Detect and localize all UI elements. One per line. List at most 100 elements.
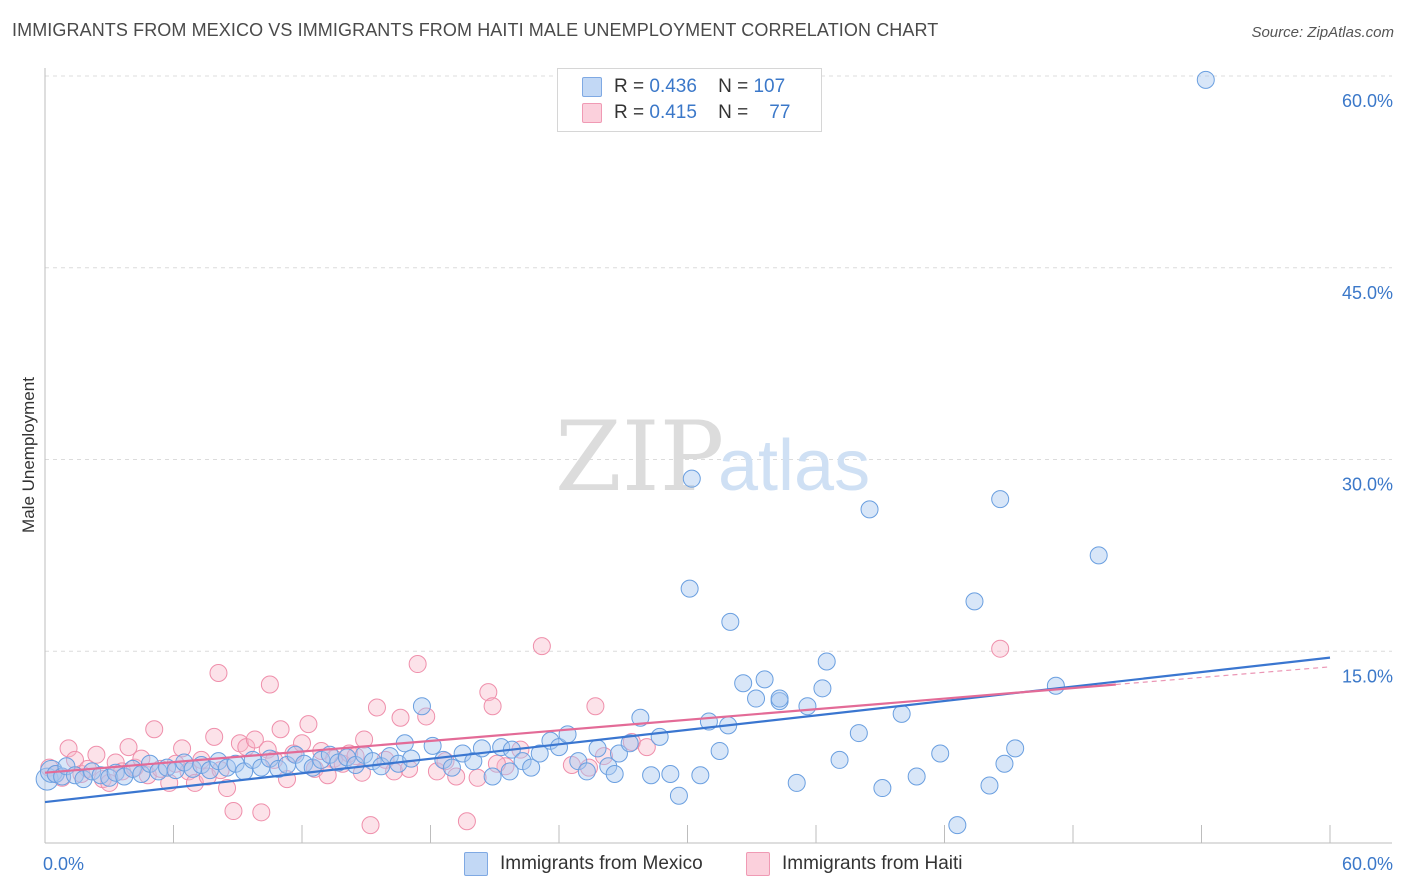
legend-n-label: N = (718, 76, 749, 97)
mexico-point (442, 758, 461, 777)
gridlines (45, 75, 1392, 652)
mexico-point (412, 697, 431, 716)
mexico-point (312, 750, 331, 769)
mexico-point (650, 727, 669, 746)
haiti-point (245, 730, 264, 749)
legend-item-haiti: Immigrants from Haiti (746, 851, 963, 877)
mexico-point (218, 758, 237, 777)
haiti-point (218, 779, 237, 798)
mexico-point (798, 697, 817, 716)
legend-r-label: R = (614, 76, 645, 97)
legend-r-value: 0.415 (649, 102, 697, 123)
mexico-point (329, 753, 348, 772)
legend-label-mexico: Immigrants from Mexico (500, 853, 703, 874)
haiti-point (119, 738, 138, 757)
mexico-point (1196, 70, 1215, 89)
mexico-point (747, 689, 766, 708)
mexico-point (669, 786, 688, 805)
haiti-point (468, 768, 487, 787)
mexico-point (522, 758, 541, 777)
x-tick-label: 0.0% (43, 854, 84, 874)
mexico-point (849, 724, 868, 743)
haiti-point (367, 698, 386, 717)
mexico-point (892, 704, 911, 723)
watermark-zip: ZIP (555, 401, 724, 513)
legend-n-value: 107 (753, 76, 786, 97)
haiti-point (252, 803, 271, 822)
mexico-point (948, 816, 967, 835)
x-tick-label: 60.0% (1342, 854, 1393, 874)
legend-n-value: 77 (769, 102, 791, 123)
haiti-point (355, 730, 374, 749)
mexico-point (721, 612, 740, 631)
trend-lines (44, 656, 1331, 804)
tick-labels: 15.0% 30.0% 45.0% 60.0% 0.0% 60.0% (43, 91, 1393, 874)
haiti-point (417, 707, 436, 726)
mexico-point (734, 674, 753, 693)
legend-n-label: N = (718, 102, 749, 123)
mexico-point (631, 708, 650, 727)
legend-row-haiti: R = 0.415 N = 77 (582, 100, 790, 126)
mexico-point (1046, 676, 1065, 695)
watermark-atlas: atlas (718, 426, 870, 506)
haiti-point (991, 639, 1010, 658)
stats-legend: R = 0.436 N = 107 R = 0.415 N = 77 (557, 68, 822, 132)
chart-source: Source: ZipAtlas.com (1251, 24, 1394, 41)
y-axis-label: Male Unemployment (19, 377, 38, 533)
y-tick-label: 45.0% (1342, 283, 1393, 303)
mexico-point (500, 762, 519, 781)
mexico-point (755, 670, 774, 689)
legend-swatch-haiti (746, 852, 770, 876)
mexico-point (873, 779, 892, 798)
haiti-point (209, 663, 228, 682)
mexico-point (106, 763, 125, 782)
legend-r-label: R = (614, 102, 645, 123)
haiti-point (479, 683, 498, 702)
haiti-trend-line (44, 683, 1116, 774)
legend-label-haiti: Immigrants from Haiti (782, 853, 963, 874)
mexico-point (483, 767, 502, 786)
mexico-point (691, 766, 710, 785)
haiti-point (205, 727, 224, 746)
haiti-point (173, 739, 192, 758)
mexico-point (661, 764, 680, 783)
mexico-point (530, 744, 549, 763)
haiti-point (59, 739, 78, 758)
mexico-point (599, 757, 618, 776)
chart-title: IMMIGRANTS FROM MEXICO VS IMMIGRANTS FRO… (12, 20, 939, 40)
haiti-point (391, 708, 410, 727)
haiti-point (447, 767, 466, 786)
mexico-point (83, 762, 102, 781)
mexico-point (269, 759, 288, 778)
mexico-point (995, 754, 1014, 773)
mexico-point (931, 744, 950, 763)
mexico-point (642, 766, 661, 785)
mexico-point (817, 652, 836, 671)
mexico-point (588, 739, 607, 758)
haiti-point (271, 720, 290, 739)
mexico-point (402, 749, 421, 768)
axes (44, 68, 1392, 844)
mexico-point (605, 764, 624, 783)
mexico-point (464, 752, 483, 771)
haiti-point (483, 697, 502, 716)
legend-item-mexico: Immigrants from Mexico (464, 851, 703, 877)
mexico-point (680, 579, 699, 598)
haiti-point (594, 747, 613, 766)
haiti-point (361, 816, 380, 835)
legend-r-value: 0.436 (649, 76, 697, 97)
mexico-point (830, 750, 849, 769)
legend-swatch-haiti (582, 103, 602, 123)
mexico-point (35, 767, 59, 791)
mexico-point (907, 767, 926, 786)
haiti-point (87, 745, 106, 764)
haiti-point (637, 738, 656, 757)
haiti-point (532, 637, 551, 656)
mexico-trend-line (44, 656, 1331, 804)
haiti-point (260, 675, 279, 694)
mexico-point (787, 773, 806, 792)
haiti-point (586, 697, 605, 716)
legend-swatch-mexico (582, 77, 602, 97)
mexico-point (1089, 546, 1108, 565)
